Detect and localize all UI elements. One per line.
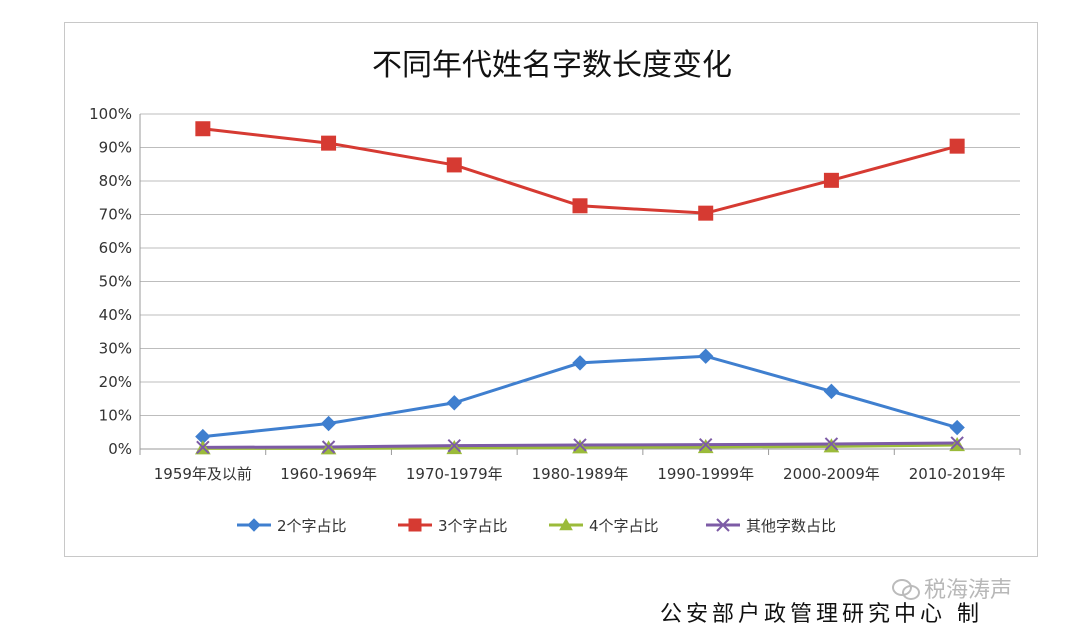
x-tick-label: 2000-2009年 xyxy=(783,465,880,483)
data-point xyxy=(559,517,573,531)
data-point xyxy=(195,121,211,137)
data-point xyxy=(196,440,210,455)
data-point xyxy=(446,157,462,173)
x-tick-label: 1960-1969年 xyxy=(280,465,377,483)
data-point xyxy=(321,135,337,151)
data-point xyxy=(320,415,337,432)
x-tick-label: 1980-1989年 xyxy=(532,465,629,483)
data-point xyxy=(949,419,965,436)
chart-title: 不同年代姓名字数长度变化 xyxy=(372,48,732,83)
data-point xyxy=(716,518,730,532)
y-tick-label: 100% xyxy=(89,105,132,123)
y-tick-label: 90% xyxy=(99,139,132,157)
data-point xyxy=(321,440,336,454)
y-tick-label: 70% xyxy=(99,206,132,224)
data-point xyxy=(698,348,714,364)
chart-frame: 不同年代姓名字数长度变化 0% 10% 20% 30% 40% 50% 60% 70% 80% 9… xyxy=(64,22,1038,557)
legend-label: 其他字数占比 xyxy=(746,517,836,535)
y-tick-label: 50% xyxy=(99,273,132,291)
y-tick-label: 80% xyxy=(99,172,132,190)
data-point xyxy=(949,138,965,154)
watermark: 税海涛声 xyxy=(892,572,1012,604)
chart-credit: 公安部户政管理研究中心 制 xyxy=(660,602,983,627)
watermark-text: 税海涛声 xyxy=(924,578,1013,603)
data-point xyxy=(447,438,461,453)
data-point xyxy=(408,518,422,532)
wechat-icon xyxy=(892,577,920,600)
y-tick-label: 20% xyxy=(99,373,132,391)
y-tick-label: 0% xyxy=(108,440,132,458)
data-point xyxy=(573,438,587,452)
data-point xyxy=(572,198,588,214)
y-tick-label: 10% xyxy=(99,407,132,425)
y-tick-label: 60% xyxy=(99,239,132,257)
legend-label: 4个字占比 xyxy=(589,517,659,535)
data-point xyxy=(698,205,714,221)
legend-label: 2个字占比 xyxy=(277,517,347,535)
data-point xyxy=(950,436,964,450)
x-tick-label: 1959年及以前 xyxy=(154,465,252,483)
data-point xyxy=(247,518,261,532)
data-point xyxy=(572,355,588,371)
legend-label: 3个字占比 xyxy=(438,517,508,535)
data-point xyxy=(823,383,840,400)
x-tick-label: 2010-2019年 xyxy=(909,465,1006,483)
y-tick-label: 40% xyxy=(99,306,132,324)
y-tick-label: 30% xyxy=(99,340,132,358)
data-point xyxy=(446,395,462,411)
x-tick-label: 1970-1979年 xyxy=(406,465,503,483)
data-point xyxy=(823,172,839,188)
x-tick-label: 1990-1999年 xyxy=(657,465,754,483)
line-chart: 不同年代姓名字数长度变化 0% 10% 20% 30% 40% 50% 60% 70% 80% 9… xyxy=(89,48,1021,535)
data-point xyxy=(824,437,839,451)
data-point xyxy=(699,437,713,452)
